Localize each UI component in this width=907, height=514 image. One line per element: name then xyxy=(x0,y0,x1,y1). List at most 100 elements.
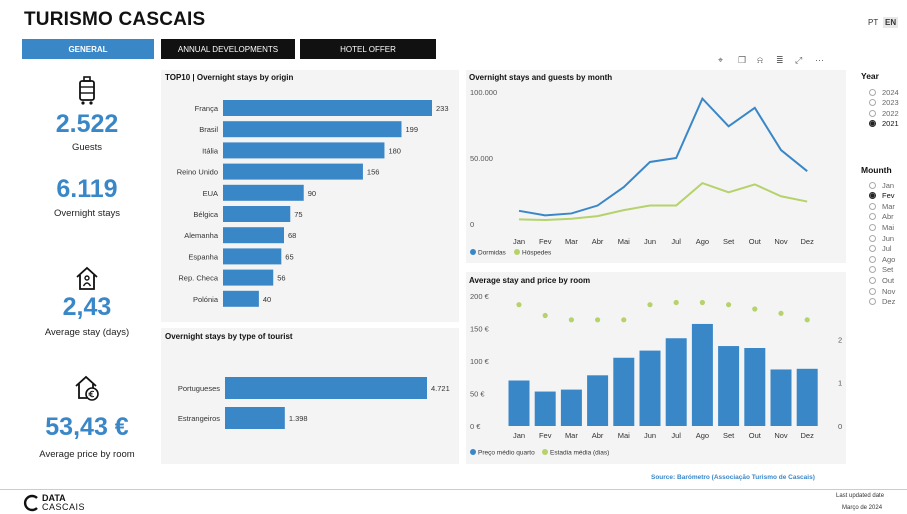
radio-icon[interactable] xyxy=(869,266,876,274)
month-option[interactable]: Out xyxy=(869,275,894,285)
price-bar xyxy=(508,380,530,426)
data-label: 65 xyxy=(285,252,293,261)
x-tick-label: Mar xyxy=(565,237,578,246)
data-label: 1.398 xyxy=(289,414,308,423)
radio-icon[interactable] xyxy=(869,298,876,306)
x-tick-label: Jan xyxy=(513,431,525,440)
x-tick-label: Fev xyxy=(539,237,552,246)
year-option-label: 2023 xyxy=(882,98,899,108)
bar xyxy=(225,377,427,399)
x-tick-label: Abr xyxy=(592,431,604,440)
focus-mode-icon[interactable]: ⤢ xyxy=(795,55,803,65)
radio-icon[interactable] xyxy=(869,255,876,263)
data-label: 56 xyxy=(277,274,285,283)
radio-icon[interactable] xyxy=(869,287,876,295)
month-option-label: Out xyxy=(882,275,895,285)
year-option[interactable]: 2021 xyxy=(869,119,899,129)
x-tick-label: Nov xyxy=(774,237,788,246)
month-option[interactable]: Mai xyxy=(869,222,894,232)
month-option[interactable]: Set xyxy=(869,265,893,275)
price-bar xyxy=(770,369,792,426)
price-bar xyxy=(744,348,766,426)
radio-icon[interactable] xyxy=(869,109,876,117)
lang-en-button[interactable]: EN xyxy=(883,17,899,28)
bell-icon[interactable]: ⍾ xyxy=(757,55,763,65)
copy-icon[interactable]: ❐ xyxy=(738,55,747,65)
month-option[interactable]: Fev xyxy=(869,191,895,201)
pin-icon[interactable]: ⌖ xyxy=(718,55,724,65)
month-option-label: Mar xyxy=(882,201,895,211)
x-tick-label: Out xyxy=(749,431,762,440)
month-option-label: Abr xyxy=(882,212,894,222)
legend-marker xyxy=(470,249,476,255)
x-tick-label: Jan xyxy=(513,237,525,246)
bar xyxy=(223,227,284,244)
stay-point xyxy=(699,299,705,306)
month-option[interactable]: Ago xyxy=(869,254,895,264)
radio-icon[interactable] xyxy=(869,223,876,231)
x-tick-label: Jul xyxy=(671,431,681,440)
category-label: Estrangeiros xyxy=(178,414,220,423)
radio-icon[interactable] xyxy=(869,276,876,284)
category-label: Bélgica xyxy=(193,210,218,219)
kpi-overnight-value: 6.119 xyxy=(56,175,118,203)
y-tick-label: 50 € xyxy=(470,390,485,399)
radio-icon[interactable] xyxy=(869,88,876,96)
tourist-title: Overnight stays by type of tourist xyxy=(165,332,293,341)
tab-hotel-offer[interactable]: HOTEL OFFER xyxy=(300,39,436,59)
month-option[interactable]: Jul xyxy=(869,244,892,254)
radio-icon[interactable] xyxy=(869,213,876,221)
more-options-icon[interactable]: ⋯ xyxy=(815,55,824,65)
year-option-label: 2022 xyxy=(882,108,899,118)
data-label: 199 xyxy=(406,125,419,134)
x-tick-label: Out xyxy=(749,237,762,246)
x-tick-label: Set xyxy=(723,431,735,440)
month-option[interactable]: Abr xyxy=(869,212,894,222)
category-label: Portugueses xyxy=(178,384,220,393)
x-tick-label: Jul xyxy=(671,237,681,246)
radio-icon[interactable] xyxy=(869,202,876,210)
month-option-label: Jul xyxy=(882,244,892,254)
month-option[interactable]: Dez xyxy=(869,297,895,307)
month-option-label: Fev xyxy=(882,191,895,201)
data-label: 68 xyxy=(288,231,296,240)
radio-icon[interactable] xyxy=(869,99,876,107)
stay-point xyxy=(752,306,758,312)
month-slicer-title: Mounth xyxy=(861,165,892,175)
y-tick-label: 0 € xyxy=(470,422,481,431)
lang-pt-button[interactable]: PT xyxy=(868,18,879,27)
year-option[interactable]: 2024 xyxy=(869,87,899,97)
tab-general[interactable]: GENERAL xyxy=(22,39,154,59)
radio-icon[interactable] xyxy=(869,245,876,253)
radio-icon[interactable] xyxy=(869,120,876,128)
data-label: 75 xyxy=(294,210,302,219)
legend-label: Dormidas xyxy=(478,250,507,257)
hospedes-line xyxy=(518,181,808,222)
category-label: Polónia xyxy=(193,295,219,304)
filter-icon[interactable]: ≣ xyxy=(776,55,784,65)
bar xyxy=(223,100,432,116)
updated-label: Last updated date xyxy=(836,493,885,499)
stay-point xyxy=(542,312,548,319)
x-tick-label: Ago xyxy=(696,237,709,246)
month-option[interactable]: Jun xyxy=(869,233,894,243)
year-option[interactable]: 2022 xyxy=(869,108,899,118)
radio-icon[interactable] xyxy=(869,234,876,242)
y-tick-label: 0 xyxy=(470,220,474,229)
month-option[interactable]: Jan xyxy=(869,180,894,190)
kpi-guests-value: 2.522 xyxy=(55,110,119,138)
stay-point xyxy=(621,317,627,323)
radio-icon[interactable] xyxy=(869,192,876,200)
price-bar xyxy=(639,350,661,426)
year-option[interactable]: 2023 xyxy=(869,98,899,108)
source-link[interactable]: Source: Barómetro (Associação Turismo de… xyxy=(651,474,815,481)
year-slicer-title: Year xyxy=(861,71,879,81)
month-option[interactable]: Nov xyxy=(869,286,895,296)
month-option[interactable]: Mar xyxy=(869,201,895,211)
radio-icon[interactable] xyxy=(869,181,876,189)
kpi-overnight-label: Overnight stays xyxy=(54,208,120,219)
category-label: Brasil xyxy=(199,125,218,134)
tab-annual-developments[interactable]: ANNUAL DEVELOPMENTS xyxy=(161,39,295,59)
stay-point xyxy=(647,302,653,308)
kpi-avg-stay-value: 2,43 xyxy=(62,293,112,321)
